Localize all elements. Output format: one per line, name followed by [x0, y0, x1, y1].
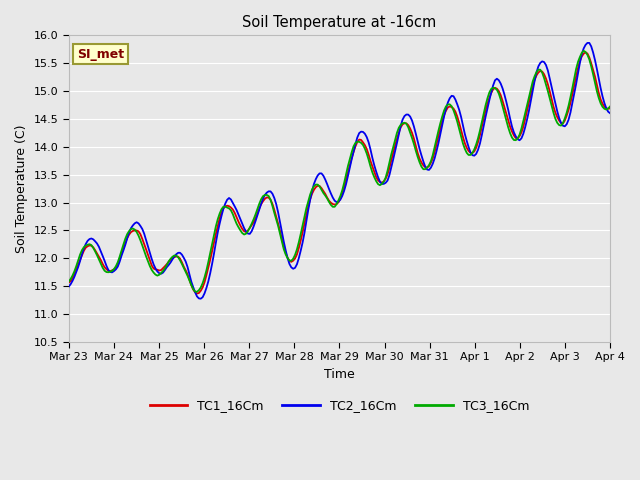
Title: Soil Temperature at -16cm: Soil Temperature at -16cm	[243, 15, 436, 30]
Y-axis label: Soil Temperature (C): Soil Temperature (C)	[15, 124, 28, 253]
X-axis label: Time: Time	[324, 368, 355, 381]
Text: SI_met: SI_met	[77, 48, 124, 60]
Legend: TC1_16Cm, TC2_16Cm, TC3_16Cm: TC1_16Cm, TC2_16Cm, TC3_16Cm	[145, 394, 534, 417]
